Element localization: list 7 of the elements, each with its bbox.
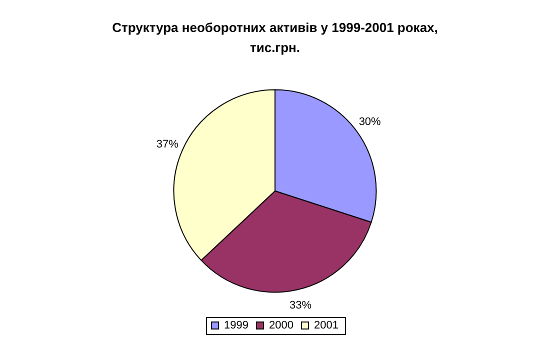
legend-label: 2000 [269,320,294,332]
data-label: 30% [358,116,382,128]
data-label: 33% [290,299,312,312]
data-label: 37% [156,138,179,150]
legend-label: 1999 [224,320,249,332]
legend-label: 2001 [314,320,338,332]
chart-title: Структура необоротних активів у 1999-2001 роках, тис.грн. [111,19,439,57]
